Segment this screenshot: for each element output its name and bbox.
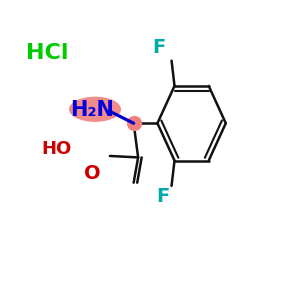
Text: HCl: HCl <box>26 44 69 63</box>
Text: F: F <box>157 187 170 206</box>
Text: H₂N: H₂N <box>70 100 114 120</box>
Text: HO: HO <box>41 140 71 158</box>
Ellipse shape <box>69 97 121 122</box>
Text: F: F <box>152 38 166 57</box>
Text: O: O <box>84 164 100 183</box>
Point <box>131 121 136 126</box>
